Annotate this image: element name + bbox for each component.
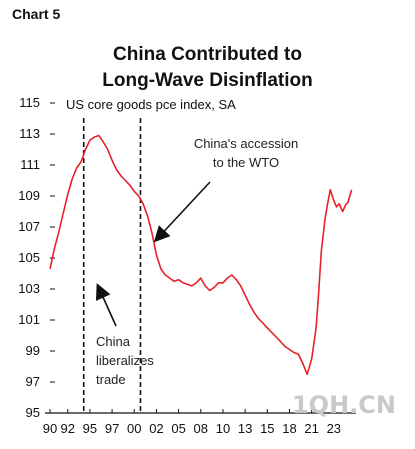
- chart-label: Chart 5: [12, 6, 61, 22]
- x-tick-label: 08: [194, 421, 208, 436]
- x-tick-label: 18: [282, 421, 296, 436]
- y-axis: 95 97 99 101 103 105 107 109 111 113 115: [18, 95, 55, 420]
- annotation-wto-line2: to the WTO: [213, 155, 279, 170]
- x-tick-label: 10: [216, 421, 230, 436]
- y-tick-label: 115: [19, 95, 40, 110]
- x-tick-label: 15: [260, 421, 274, 436]
- y-tick-label: 113: [19, 126, 40, 141]
- watermark: 1QH.CN: [292, 391, 396, 419]
- x-tick-label: 00: [127, 421, 141, 436]
- y-tick-label: 111: [20, 157, 40, 172]
- annotation-liberalize-line3: trade: [96, 372, 126, 387]
- x-tick-label: 97: [105, 421, 119, 436]
- annotation-wto-line1: China's accession: [194, 136, 298, 151]
- annotation-wto-arrow: [153, 181, 211, 243]
- y-tick-label: 99: [26, 343, 40, 358]
- annotation-liberalize-arrow: [95, 283, 117, 327]
- y-tick-label: 103: [18, 281, 40, 296]
- x-tick-label: 02: [149, 421, 163, 436]
- y-tick-label: 107: [18, 219, 40, 234]
- chart-title-line1: China Contributed to: [113, 44, 302, 65]
- series-line: [49, 134, 353, 376]
- y-tick-label: 109: [18, 188, 40, 203]
- x-tick-label: 95: [83, 421, 97, 436]
- x-axis: 90 92 95 97 00 02 05 08 10 13 15 18 21 23: [43, 409, 341, 436]
- chart-title-line2: Long-Wave Disinflation: [102, 70, 313, 91]
- x-tick-label: 90: [43, 421, 57, 436]
- x-tick-label: 23: [327, 421, 341, 436]
- annotation-liberalize-line2: liberalizes: [96, 353, 154, 368]
- y-tick-label: 97: [26, 374, 40, 389]
- x-tick-label: 92: [61, 421, 75, 436]
- x-tick-label: 21: [304, 421, 318, 436]
- event-lines: [82, 118, 142, 413]
- x-tick-label: 13: [238, 421, 252, 436]
- annotation-wto: China's accession to the WTO: [153, 136, 298, 243]
- y-tick-label: 95: [26, 405, 40, 420]
- y-tick-label: 105: [18, 250, 40, 265]
- annotation-liberalize: China liberalizes trade: [95, 283, 154, 387]
- y-tick-label: 101: [18, 312, 40, 327]
- series-group: [49, 134, 353, 376]
- y-axis-label: US core goods pce index, SA: [66, 97, 236, 112]
- x-tick-label: 05: [171, 421, 185, 436]
- annotation-liberalize-line1: China: [96, 334, 131, 349]
